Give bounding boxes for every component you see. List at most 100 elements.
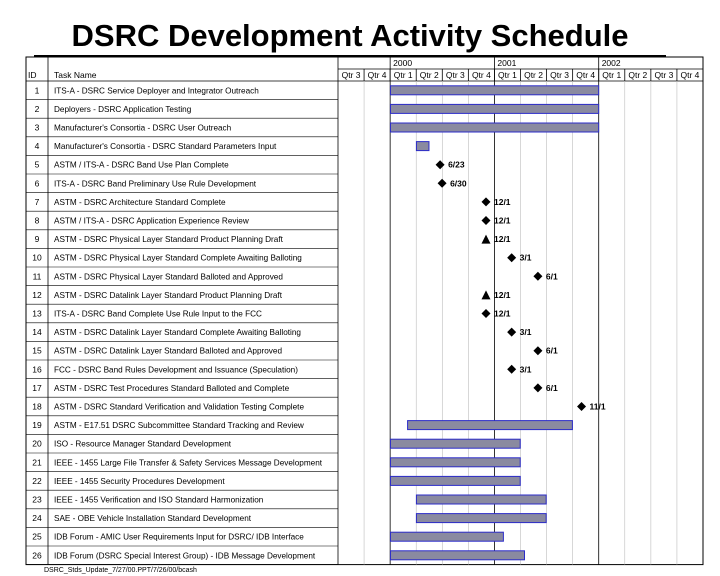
task-name: ISO - Resource Manager Standard Developm… [54,440,232,449]
milestone-diamond [435,160,445,170]
chart-title: DSRC Development Activity Schedule [34,18,666,57]
quarter-label: Qtr 2 [420,70,439,80]
milestone-date-label: 12/1 [494,290,511,300]
quarter-label: Qtr 3 [446,70,465,80]
milestone-date-label: 12/1 [494,234,511,244]
milestone-date-label: 6/1 [546,346,558,356]
task-bar [389,122,600,133]
quarter-label: Qtr 3 [342,70,361,80]
milestone-date-label: 3/1 [520,364,532,374]
task-id: 5 [35,160,40,170]
task-bar [415,141,430,152]
milestone-date-label: 3/1 [520,327,532,337]
quarter-label: Qtr 3 [550,70,569,80]
milestone-triangle [481,234,491,244]
quarter-label: Qtr 2 [628,70,647,80]
task-name: IEEE - 1455 Large File Transfer & Safety… [54,458,323,467]
milestone-date-label: 6/1 [546,271,558,281]
quarter-label: Qtr 2 [524,70,543,80]
task-name: ASTM - DSRC Physical Layer Standard Ball… [54,272,283,281]
milestone-date-label: 6/1 [546,383,558,393]
task-id: 9 [35,234,40,244]
task-name: ASTM - DSRC Standard Verification and Va… [54,403,304,412]
milestone-diamond [533,346,543,356]
task-id: 26 [32,550,42,560]
milestone-diamond [507,327,517,337]
year-label-2000: 2000 [393,58,412,68]
task-name: ITS-A - DSRC Service Deployer and Integr… [54,86,259,95]
task-name: SAE - OBE Vehicle Installation Standard … [54,514,252,523]
year-label-2001: 2001 [497,58,516,68]
task-name: ASTM - DSRC Datalink Layer Standard Prod… [54,291,283,300]
task-name: Deployers - DSRC Application Testing [54,105,192,114]
task-id: 25 [32,532,42,542]
quarter-label: Qtr 4 [472,70,491,80]
milestone-diamond [507,253,517,263]
milestone-date-label: 11/1 [590,402,606,412]
task-name: IEEE - 1455 Verification and ISO Standar… [54,496,264,505]
milestone-diamond [481,197,491,207]
task-bar [389,531,504,542]
milestone-diamond [533,271,543,281]
task-name: ASTM / ITS-A - DSRC Band Use Plan Comple… [54,161,229,170]
quarter-label: Qtr 4 [576,70,595,80]
milestone-diamond [481,309,491,318]
milestone-diamond [481,216,491,225]
footer-note: DSRC_Stds_Update_7/27/00.PPT/7/26/00/bca… [44,567,197,574]
task-id: 17 [32,383,42,393]
task-id: 7 [35,197,40,207]
id-column-header: ID [28,70,37,80]
task-name: ASTM - DSRC Datalink Layer Standard Ball… [54,347,282,356]
milestone-diamond [577,402,587,411]
task-name: Manufacturer's Consortia - DSRC Standard… [54,142,277,151]
milestone-date-label: 3/1 [520,253,532,263]
milestone-triangle [481,290,491,300]
task-id: 15 [32,346,42,356]
task-name: IDB Forum (DSRC Special Interest Group) … [54,551,316,560]
task-id: 4 [35,141,40,151]
task-bar [389,103,600,114]
task-name: ASTM - E17.51 DSRC Subcommittee Standard… [54,421,304,430]
task-id: 2 [35,104,40,114]
task-id: 24 [32,513,42,523]
task-name: FCC - DSRC Band Rules Development and Is… [54,365,298,374]
year-label-2002: 2002 [602,58,621,68]
task-id: 6 [35,178,40,188]
task-bar [389,438,521,449]
task-name: Manufacturer's Consortia - DSRC User Out… [54,124,232,133]
task-id: 16 [32,364,42,374]
task-id: 8 [35,216,40,226]
quarter-label: Qtr 1 [394,70,413,80]
task-id: 10 [32,253,42,263]
task-id: 12 [32,290,42,300]
task-id: 1 [35,85,40,95]
task-id: 11 [33,271,42,281]
milestone-date-label: 6/30 [450,178,467,188]
task-name: ASTM - DSRC Physical Layer Standard Prod… [54,235,284,244]
task-name: ASTM - DSRC Datalink Layer Standard Comp… [54,328,301,337]
task-name: ASTM - DSRC Test Procedures Standard Bal… [54,384,290,393]
task-name: ITS-A - DSRC Band Complete Use Rule Inpu… [54,310,262,319]
task-bar [389,550,525,561]
table-frame [25,56,704,566]
task-column-header: Task Name [54,70,97,80]
quarter-label: Qtr 1 [498,70,517,80]
task-bar [407,420,573,431]
task-name: ASTM - DSRC Architecture Standard Comple… [54,198,226,207]
task-bar [389,475,521,486]
quarter-label: Qtr 4 [368,70,387,80]
task-id: 13 [32,309,42,319]
task-id: 20 [32,439,42,449]
task-name: ASTM / ITS-A - DSRC Application Experien… [54,217,249,226]
quarter-label: Qtr 4 [681,70,700,80]
task-name: IDB Forum - AMIC User Requirements Input… [54,533,304,542]
task-id: 19 [32,420,42,430]
milestone-date-label: 6/23 [448,160,465,170]
milestone-date-label: 12/1 [494,216,511,226]
task-id: 22 [32,476,42,486]
task-bar [415,494,547,505]
milestone-diamond [507,364,517,374]
milestone-diamond [533,383,543,393]
